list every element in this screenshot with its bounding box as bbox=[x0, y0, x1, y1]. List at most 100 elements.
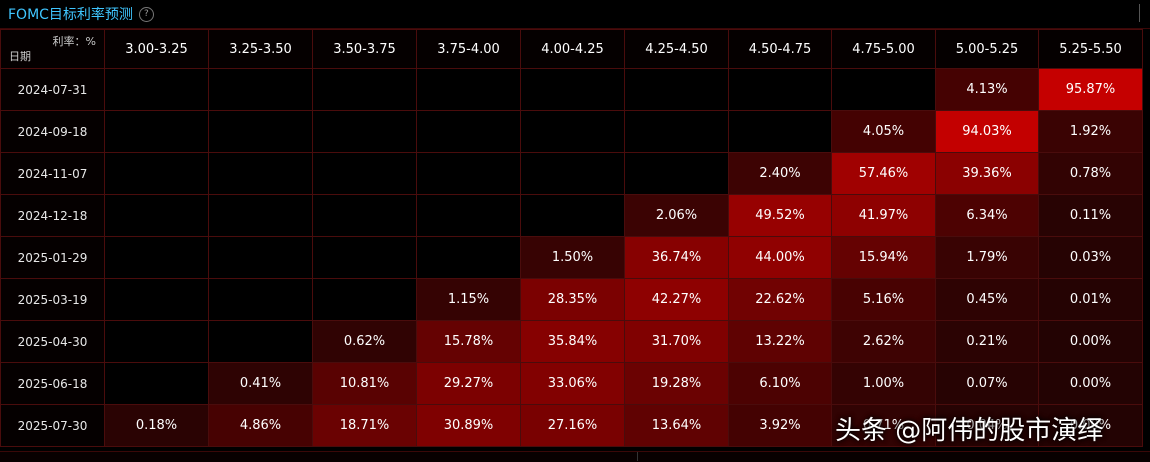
probability-cell: 27.16% bbox=[520, 404, 625, 447]
probability-cell bbox=[624, 110, 729, 153]
table-row: 2025-01-29 1.50% 36.74% 44.00% 15.94% 1.79% 0.… bbox=[0, 236, 1143, 279]
probability-cell: 57.46% bbox=[831, 152, 936, 195]
probability-cell bbox=[520, 152, 625, 195]
table-row: 2024-11-07 2.40% 57.46% 39.36% 0.78% bbox=[0, 152, 1143, 195]
probability-cell: 3.92% bbox=[728, 404, 832, 447]
column-header-rate-range: 3.00-3.25 bbox=[104, 29, 209, 69]
table-body: 2024-07-31 4.13% 95.87% 2024-09-18 4.05% 94.0… bbox=[0, 68, 1143, 447]
column-header-rate-range: 5.25-5.50 bbox=[1038, 29, 1143, 69]
probability-cell bbox=[312, 278, 417, 321]
probability-cell: 30.89% bbox=[416, 404, 521, 447]
probability-cell: 0.62% bbox=[312, 320, 417, 363]
probability-cell: 2.40% bbox=[728, 152, 832, 195]
probability-cell bbox=[728, 68, 832, 111]
rate-probability-table: 利率：% 日期 3.00-3.25 3.25-3.50 3.50-3.75 3.75-… bbox=[0, 29, 1143, 447]
bottom-panel-divider bbox=[637, 452, 638, 461]
probability-cell bbox=[208, 278, 313, 321]
probability-cell: 29.27% bbox=[416, 362, 521, 405]
probability-cell: 0.04% bbox=[935, 404, 1039, 447]
probability-cell: 13.22% bbox=[728, 320, 832, 363]
probability-cell: 0.01% bbox=[1038, 278, 1143, 321]
probability-cell bbox=[520, 110, 625, 153]
watermark-text: 头条 @阿伟的股市演绎 bbox=[835, 416, 1104, 446]
probability-cell: 95.87% bbox=[1038, 68, 1143, 111]
probability-cell: 1.15% bbox=[416, 278, 521, 321]
probability-cell: 4.86% bbox=[208, 404, 313, 447]
rate-axis-label: 利率：% bbox=[52, 35, 96, 48]
probability-cell: 0.03% bbox=[1038, 236, 1143, 279]
probability-cell: 36.74% bbox=[624, 236, 729, 279]
probability-cell bbox=[104, 68, 209, 111]
table-row: 2025-06-18 0.41% 10.81% 29.27% 33.06% 19.28% 6… bbox=[0, 362, 1143, 405]
date-axis-label: 日期 bbox=[9, 50, 31, 63]
probability-cell: 1.00% bbox=[831, 362, 936, 405]
column-header-rate-range: 4.50-4.75 bbox=[728, 29, 832, 69]
probability-cell bbox=[312, 194, 417, 237]
probability-cell bbox=[208, 320, 313, 363]
probability-cell bbox=[520, 194, 625, 237]
column-header-rate-range: 4.25-4.50 bbox=[624, 29, 729, 69]
probability-cell bbox=[312, 110, 417, 153]
probability-cell bbox=[416, 152, 521, 195]
probability-cell: 4.05% bbox=[831, 110, 936, 153]
table-row: 2024-12-18 2.06% 49.52% 41.97% 6.34% 0.11% bbox=[0, 194, 1143, 237]
table-row: 2025-04-30 0.62% 15.78% 35.84% 31.70% 13.22% 2… bbox=[0, 320, 1143, 363]
probability-cell: 0.78% bbox=[1038, 152, 1143, 195]
probability-cell bbox=[104, 320, 209, 363]
meeting-date-cell: 2025-03-19 bbox=[0, 278, 105, 321]
probability-cell bbox=[831, 68, 936, 111]
probability-cell: 0.11% bbox=[1038, 194, 1143, 237]
panel-header: FOMC目标利率预测 ? bbox=[0, 0, 1150, 29]
probability-cell: 6.34% bbox=[935, 194, 1039, 237]
probability-cell: 6.10% bbox=[728, 362, 832, 405]
probability-cell bbox=[312, 152, 417, 195]
column-header-rate-range: 4.75-5.00 bbox=[831, 29, 936, 69]
probability-cell: 35.84% bbox=[520, 320, 625, 363]
probability-cell: 0.00% bbox=[1038, 320, 1143, 363]
probability-cell: 33.06% bbox=[520, 362, 625, 405]
probability-cell bbox=[104, 278, 209, 321]
probability-cell bbox=[416, 68, 521, 111]
meeting-date-cell: 2025-07-30 bbox=[0, 404, 105, 447]
probability-cell bbox=[312, 68, 417, 111]
probability-cell: 22.62% bbox=[728, 278, 832, 321]
probability-cell: 94.03% bbox=[935, 110, 1039, 153]
probability-cell: 42.27% bbox=[624, 278, 729, 321]
probability-cell bbox=[624, 152, 729, 195]
probability-cell bbox=[208, 194, 313, 237]
table-corner-header: 利率：% 日期 bbox=[0, 29, 105, 69]
probability-cell: 0.41% bbox=[208, 362, 313, 405]
probability-cell: 4.13% bbox=[935, 68, 1039, 111]
probability-cell: 28.35% bbox=[520, 278, 625, 321]
probability-cell bbox=[208, 110, 313, 153]
table-row: 2024-07-31 4.13% 95.87% bbox=[0, 68, 1143, 111]
probability-cell: 1.79% bbox=[935, 236, 1039, 279]
probability-cell bbox=[520, 68, 625, 111]
probability-cell bbox=[312, 236, 417, 279]
column-header-rate-range: 3.50-3.75 bbox=[312, 29, 417, 69]
column-header-rate-range: 5.00-5.25 bbox=[935, 29, 1039, 69]
help-icon[interactable]: ? bbox=[138, 6, 154, 22]
table-header-row: 利率：% 日期 3.00-3.25 3.25-3.50 3.50-3.75 3.75-… bbox=[0, 29, 1143, 69]
probability-cell: 31.70% bbox=[624, 320, 729, 363]
column-header-rate-range: 3.75-4.00 bbox=[416, 29, 521, 69]
probability-cell bbox=[208, 236, 313, 279]
probability-cell bbox=[416, 236, 521, 279]
meeting-date-cell: 2024-11-07 bbox=[0, 152, 105, 195]
meeting-date-cell: 2024-12-18 bbox=[0, 194, 105, 237]
meeting-date-cell: 2025-06-18 bbox=[0, 362, 105, 405]
probability-cell bbox=[208, 152, 313, 195]
panel-title: FOMC目标利率预测 bbox=[8, 7, 133, 23]
probability-cell: 5.16% bbox=[831, 278, 936, 321]
meeting-date-cell: 2024-09-18 bbox=[0, 110, 105, 153]
probability-cell bbox=[104, 110, 209, 153]
probability-cell: 0.71% bbox=[831, 404, 936, 447]
panel-edge-divider bbox=[1139, 4, 1140, 22]
probability-cell: 10.81% bbox=[312, 362, 417, 405]
probability-cell bbox=[208, 68, 313, 111]
probability-cell bbox=[416, 194, 521, 237]
probability-cell bbox=[104, 362, 209, 405]
probability-cell bbox=[416, 110, 521, 153]
table-row: 2025-03-19 1.15% 28.35% 42.27% 22.62% 5.16% 0.… bbox=[0, 278, 1143, 321]
probability-cell: 39.36% bbox=[935, 152, 1039, 195]
